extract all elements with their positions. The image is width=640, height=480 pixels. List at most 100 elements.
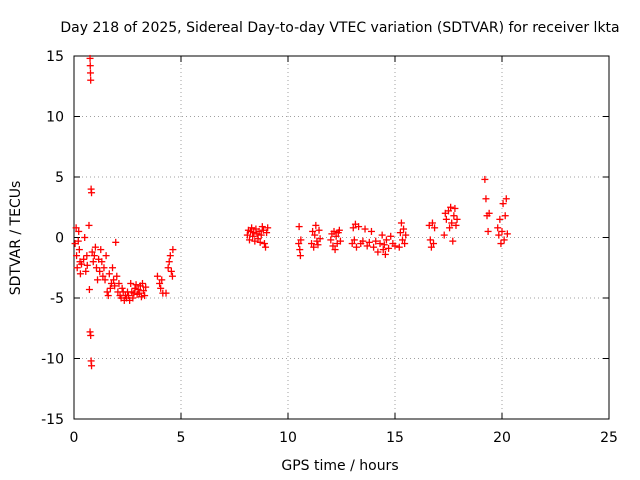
data-point bbox=[453, 215, 461, 223]
data-point bbox=[264, 224, 272, 232]
data-point bbox=[88, 189, 96, 197]
data-point bbox=[395, 243, 403, 251]
data-point bbox=[153, 272, 161, 280]
data-point bbox=[97, 246, 105, 254]
data-point bbox=[262, 243, 270, 251]
data-point bbox=[100, 264, 108, 272]
data-point bbox=[77, 260, 85, 268]
data-point bbox=[74, 237, 82, 245]
x-tick-label: 20 bbox=[493, 430, 511, 446]
data-point bbox=[327, 236, 335, 244]
data-point bbox=[400, 225, 408, 233]
y-tick-label: -10 bbox=[41, 352, 64, 368]
data-point bbox=[245, 236, 253, 244]
data-point bbox=[367, 227, 375, 235]
data-point bbox=[448, 219, 456, 227]
y-tick-label: 10 bbox=[46, 110, 64, 126]
y-tick-label: 15 bbox=[46, 49, 64, 65]
data-point bbox=[315, 226, 323, 234]
data-point bbox=[254, 235, 262, 243]
data-point bbox=[295, 223, 303, 231]
data-point bbox=[380, 241, 388, 249]
data-point bbox=[449, 237, 457, 245]
data-point bbox=[387, 232, 395, 240]
data-point bbox=[137, 293, 145, 301]
data-point bbox=[263, 229, 271, 237]
data-point bbox=[141, 292, 149, 300]
data-point bbox=[296, 246, 304, 254]
data-point bbox=[248, 224, 256, 232]
data-point bbox=[87, 76, 95, 84]
data-point bbox=[363, 242, 371, 250]
data-point bbox=[83, 252, 91, 260]
data-point bbox=[158, 276, 166, 284]
data-point bbox=[156, 279, 164, 287]
data-point bbox=[85, 286, 93, 294]
data-point bbox=[398, 236, 406, 244]
data-point bbox=[330, 227, 338, 235]
data-point bbox=[92, 264, 100, 272]
data-point bbox=[250, 229, 258, 237]
data-point bbox=[164, 264, 172, 272]
data-point bbox=[378, 231, 386, 239]
data-point bbox=[138, 279, 146, 287]
data-point bbox=[80, 255, 88, 263]
data-point bbox=[73, 252, 81, 260]
x-tick-label: 5 bbox=[177, 430, 186, 446]
data-point bbox=[482, 195, 490, 203]
data-point bbox=[75, 246, 83, 254]
data-point bbox=[142, 283, 150, 291]
data-point bbox=[132, 281, 140, 289]
data-point bbox=[452, 221, 460, 229]
data-point bbox=[370, 243, 378, 251]
data-point bbox=[88, 362, 96, 370]
x-tick-label: 15 bbox=[386, 430, 404, 446]
data-point bbox=[135, 289, 143, 297]
data-point bbox=[258, 223, 266, 231]
data-point bbox=[113, 272, 121, 280]
data-point bbox=[445, 207, 452, 215]
data-point bbox=[295, 240, 303, 248]
data-point bbox=[249, 232, 257, 240]
data-point bbox=[312, 221, 320, 229]
data-point bbox=[401, 240, 409, 248]
data-point bbox=[381, 250, 389, 258]
data-point bbox=[385, 244, 393, 252]
data-point bbox=[431, 224, 439, 232]
data-point bbox=[96, 267, 104, 275]
data-point bbox=[402, 231, 410, 239]
data-point bbox=[247, 227, 255, 235]
data-point bbox=[104, 292, 112, 300]
data-point bbox=[309, 227, 317, 235]
data-point bbox=[396, 229, 404, 237]
chart-title: Day 218 of 2025, Sidereal Day-to-day VTE… bbox=[60, 20, 619, 36]
data-point bbox=[85, 221, 93, 229]
y-axis-label: SDTVAR / TECUs bbox=[8, 181, 24, 296]
data-point bbox=[127, 279, 135, 287]
data-point bbox=[112, 238, 120, 246]
data-point bbox=[110, 276, 118, 284]
data-point bbox=[348, 240, 356, 248]
data-point bbox=[102, 252, 110, 260]
y-tick-label: 0 bbox=[55, 231, 64, 247]
data-point bbox=[332, 232, 340, 240]
data-point bbox=[111, 282, 119, 290]
x-tick-label: 25 bbox=[600, 430, 618, 446]
data-point bbox=[109, 264, 117, 272]
data-point bbox=[165, 258, 173, 266]
data-point bbox=[372, 237, 380, 245]
data-point bbox=[73, 264, 81, 272]
data-point bbox=[75, 227, 83, 235]
data-point bbox=[350, 236, 358, 244]
data-point bbox=[76, 270, 84, 278]
data-point bbox=[256, 238, 264, 246]
data-point bbox=[131, 284, 139, 292]
data-point bbox=[168, 272, 176, 280]
data-point bbox=[105, 270, 113, 278]
data-point bbox=[329, 242, 337, 250]
data-point bbox=[498, 227, 506, 235]
data-point bbox=[494, 224, 502, 232]
data-point bbox=[484, 227, 492, 235]
data-point bbox=[485, 209, 493, 217]
data-point bbox=[162, 289, 170, 297]
